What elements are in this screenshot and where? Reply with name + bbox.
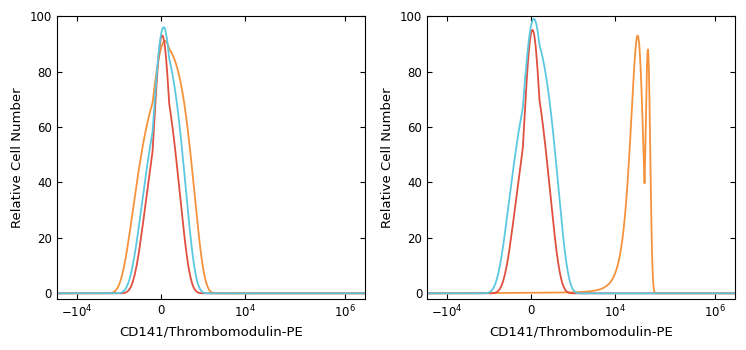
X-axis label: CD141/Thrombomodulin-PE: CD141/Thrombomodulin-PE: [119, 326, 303, 339]
Y-axis label: Relative Cell Number: Relative Cell Number: [11, 87, 24, 228]
Y-axis label: Relative Cell Number: Relative Cell Number: [381, 87, 395, 228]
X-axis label: CD141/Thrombomodulin-PE: CD141/Thrombomodulin-PE: [489, 326, 673, 339]
